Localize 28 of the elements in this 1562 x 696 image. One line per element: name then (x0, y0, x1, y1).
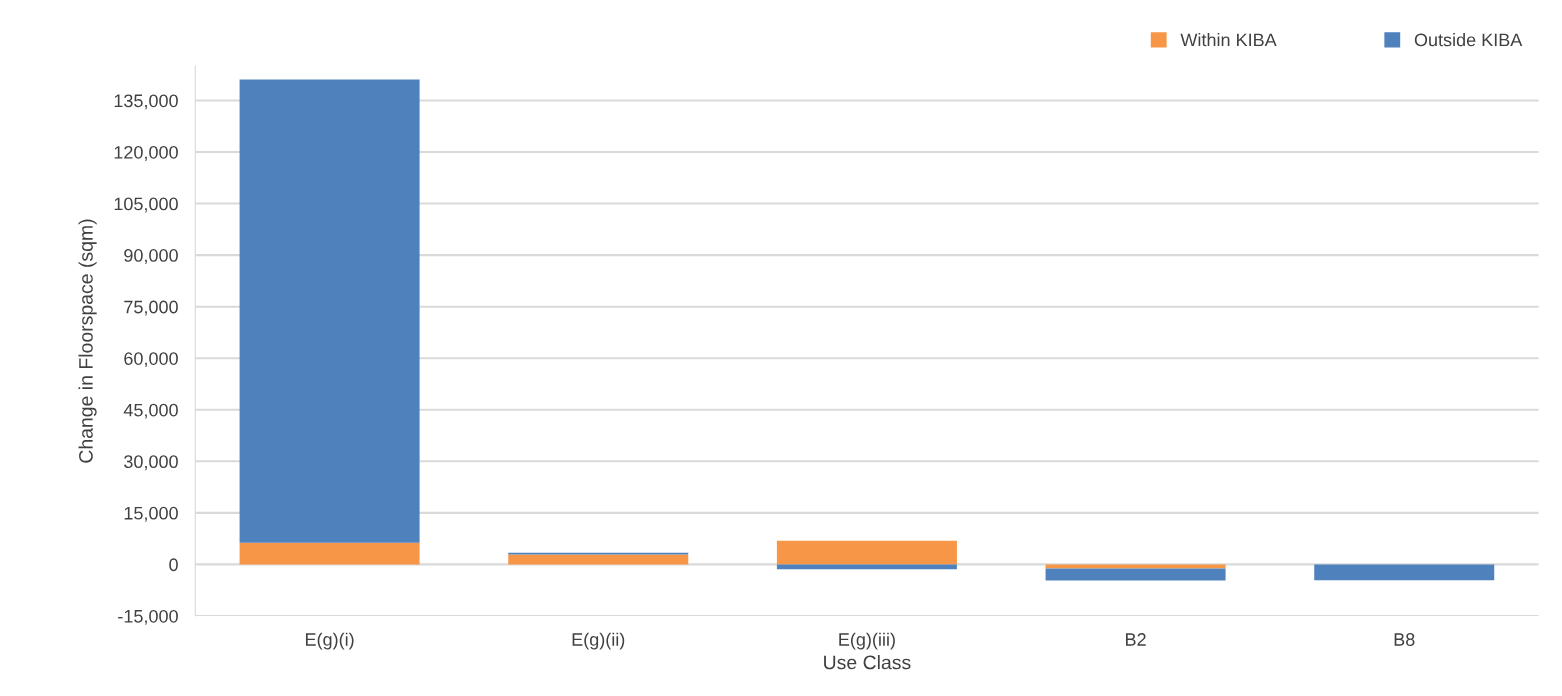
bar (239, 79, 420, 543)
bar (1045, 564, 1226, 569)
y-axis-title: Change in Floorspace (sqm) (78, 219, 97, 463)
y-tick-label: 45,000 (123, 403, 178, 419)
x-tick-label: B8 (1394, 633, 1415, 646)
bar (1314, 564, 1495, 581)
y-tick-label: -15,000 (118, 609, 178, 625)
y-tick-label: 15,000 (124, 506, 178, 522)
y-tick-label: 75,000 (124, 300, 178, 316)
bar (239, 542, 420, 565)
y-tick-label: 90,000 (124, 249, 178, 264)
x-tick-label: B2 (1126, 633, 1146, 646)
y-tick-label: 120,000 (114, 145, 178, 161)
bar (776, 540, 957, 565)
x-tick-label: E(g)(iii) (839, 632, 895, 650)
y-tick-label: 135,000 (114, 94, 178, 110)
legend-label: Within KIBA (1180, 33, 1277, 47)
x-axis-title: Use Class (824, 655, 911, 670)
x-tick-label: E(g)(i) (305, 632, 354, 650)
bar (776, 564, 957, 570)
y-tick-label: 30,000 (124, 455, 178, 471)
y-tick-label: 105,000 (114, 197, 178, 213)
bar (508, 554, 689, 565)
legend-label: Outside KIBA (1414, 33, 1523, 47)
y-tick-label: 60,000 (124, 352, 178, 368)
y-tick-label: 0 (169, 558, 178, 572)
bar (1045, 568, 1226, 581)
x-tick-label: E(g)(ii) (572, 632, 625, 650)
